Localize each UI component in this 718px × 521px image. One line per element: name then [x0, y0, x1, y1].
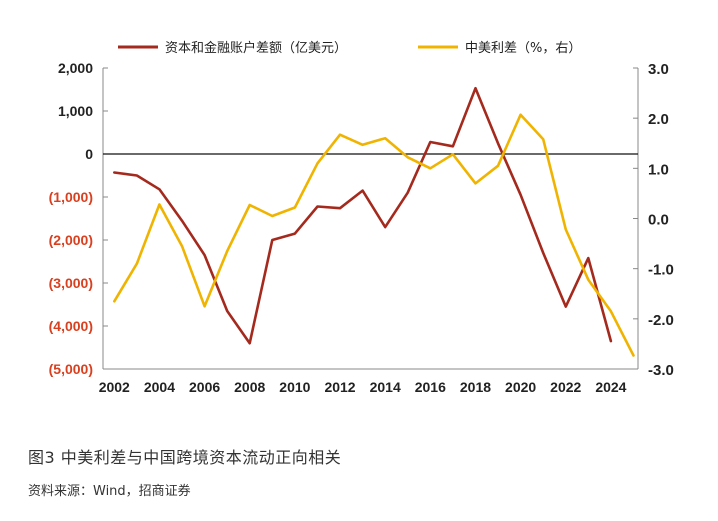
data-point-interest-spread [203, 305, 206, 308]
left-axis-tick-label: (1,000) [49, 189, 93, 205]
chart-svg: 资本和金融账户差额（亿美元） 中美利差（%，右） 2,000 1,000 0 (1,000… [49, 40, 674, 395]
data-point-interest-spread [452, 153, 454, 156]
right-axis-tick-label: 2.0 [648, 111, 669, 128]
data-point-capital-account [181, 219, 183, 222]
right-axis-tick-label: -1.0 [648, 262, 674, 279]
data-point-interest-spread [519, 113, 522, 116]
right-axis-tick-label: 3.0 [648, 61, 669, 78]
data-point-capital-account [226, 310, 228, 312]
data-point-interest-spread [226, 250, 228, 252]
data-point-interest-spread [158, 203, 161, 206]
left-axis-tick-label: 0 [85, 146, 93, 162]
x-axis-tick-label: 2012 [324, 379, 355, 395]
right-axis-tick-label: -2.0 [648, 312, 674, 329]
data-point-capital-account [361, 189, 364, 192]
data-point-interest-spread [384, 137, 386, 140]
data-point-interest-spread [294, 206, 296, 209]
right-axis-tick-label: 0.0 [648, 212, 669, 229]
left-axis-tick-label: (2,000) [49, 232, 93, 248]
x-axis-tick-label: 2018 [460, 379, 491, 395]
data-point-interest-spread [316, 162, 319, 165]
data-point-capital-account [519, 194, 522, 196]
figure-caption: 图3 中美利差与中国跨境资本流动正向相关 [28, 448, 342, 467]
x-axis-tick-label: 2002 [99, 379, 130, 395]
x-axis-tick-label: 2010 [279, 379, 310, 395]
data-point-interest-spread [610, 310, 612, 313]
data-point-capital-account [158, 188, 161, 191]
x-axis-tick-label: 2022 [550, 379, 581, 395]
data-point-interest-spread [497, 165, 499, 167]
left-axis-tick-label: 2,000 [58, 60, 93, 76]
data-point-interest-spread [564, 228, 567, 231]
data-point-capital-account [429, 141, 432, 143]
data-point-capital-account [384, 226, 386, 228]
data-point-capital-account [339, 207, 341, 209]
x-axis-tick-label: 2006 [189, 379, 220, 395]
x-axis-tick-label: 2024 [595, 379, 626, 395]
source-note: 资料来源：Wind，招商证券 [28, 484, 191, 499]
data-point-capital-account [248, 342, 251, 345]
x-axis-tick-label: 2004 [144, 379, 175, 395]
data-point-capital-account [113, 171, 116, 174]
left-axis-tick-label: (5,000) [49, 361, 93, 377]
data-point-capital-account [406, 191, 409, 194]
data-point-interest-spread [542, 138, 544, 141]
series-line-capital-account [113, 86, 613, 345]
legend-label-interest-spread: 中美利差（%，右） [465, 41, 581, 56]
data-point-capital-account [452, 145, 454, 148]
data-point-capital-account [294, 232, 296, 235]
data-point-interest-spread [113, 300, 116, 303]
data-point-capital-account [564, 305, 567, 308]
data-point-capital-account [610, 340, 612, 342]
data-point-interest-spread [271, 215, 274, 217]
data-point-capital-account [316, 205, 319, 208]
data-point-interest-spread [429, 167, 432, 170]
right-axis-tick-label: 1.0 [648, 161, 669, 178]
x-axis-tick-label: 2020 [505, 379, 536, 395]
data-point-interest-spread [587, 278, 590, 281]
data-point-interest-spread [406, 156, 409, 159]
data-point-capital-account [497, 142, 499, 145]
data-point-interest-spread [136, 262, 138, 265]
data-point-interest-spread [474, 182, 477, 185]
data-point-capital-account [203, 254, 206, 256]
chart: 资本和金融账户差额（亿美元） 中美利差（%，右） 2,000 1,000 0 (1,000… [49, 40, 674, 395]
left-axis-tick-label: (4,000) [49, 318, 93, 334]
data-point-capital-account [136, 174, 138, 177]
x-axis-tick-label: 2016 [415, 379, 446, 395]
left-axis-tick-label: (3,000) [49, 275, 93, 291]
series-line-interest-spread [113, 113, 635, 357]
x-axis-tick-label: 2008 [234, 379, 265, 395]
data-point-interest-spread [248, 204, 251, 206]
left-axis-tick-label: 1,000 [58, 103, 93, 119]
x-axis-tick-label: 2014 [370, 379, 401, 395]
data-point-interest-spread [361, 143, 364, 146]
right-axis-tick-label: -3.0 [648, 362, 674, 379]
data-point-capital-account [271, 239, 274, 241]
data-point-interest-spread [181, 245, 183, 247]
data-point-interest-spread [632, 354, 635, 357]
data-point-interest-spread [339, 133, 341, 136]
data-point-capital-account [474, 87, 477, 90]
data-point-capital-account [542, 252, 544, 254]
legend-label-capital-account: 资本和金融账户差额（亿美元） [165, 40, 347, 56]
data-point-capital-account [587, 257, 590, 259]
